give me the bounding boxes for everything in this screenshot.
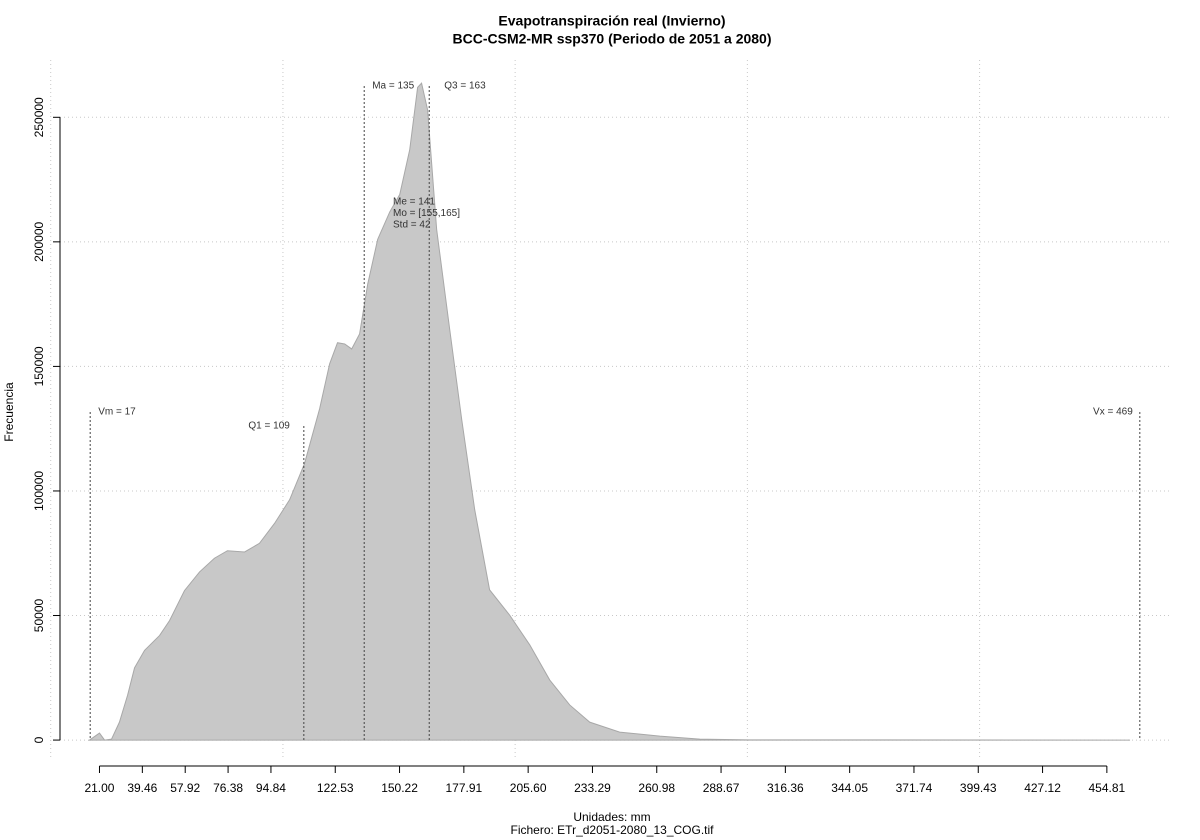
- x-tick-label: 76.38: [213, 781, 243, 795]
- y-tick-label: 150000: [32, 346, 46, 386]
- x-tick-label: 205.60: [510, 781, 547, 795]
- x-tick-label: 316.36: [767, 781, 804, 795]
- stat-label: Mo = [155,165]: [393, 208, 460, 219]
- reference-label: Ma = 135: [372, 81, 414, 92]
- y-axis-title: Frecuencia: [2, 382, 16, 442]
- x-tick-label: 57.92: [170, 781, 200, 795]
- reference-label: Vm = 17: [98, 407, 136, 418]
- stat-label: Me = 141: [393, 197, 435, 208]
- reference-label: Q3 = 163: [444, 81, 486, 92]
- x-axis-title: Unidades: mm: [573, 810, 650, 824]
- x-tick-label: 288.67: [703, 781, 740, 795]
- chart-title: Evapotranspiración real (Invierno): [498, 13, 725, 29]
- x-tick-label: 21.00: [84, 781, 114, 795]
- x-tick-label: 150.22: [381, 781, 418, 795]
- chart-subtitle: BCC-CSM2-MR ssp370 (Periodo de 2051 a 20…: [453, 31, 772, 47]
- x-tick-label: 260.98: [638, 781, 675, 795]
- stat-label: Std = 42: [393, 220, 431, 231]
- x-tick-label: 454.81: [1089, 781, 1126, 795]
- x-tick-label: 399.43: [960, 781, 997, 795]
- x-tick-label: 371.74: [896, 781, 933, 795]
- x-tick-label: 427.12: [1024, 781, 1061, 795]
- caption: Fichero: ETr_d2051-2080_13_COG.tif: [511, 823, 715, 837]
- y-tick-label: 250000: [32, 97, 46, 137]
- y-tick-label: 0: [32, 736, 46, 743]
- x-tick-label: 233.29: [574, 781, 611, 795]
- x-tick-label: 344.05: [831, 781, 868, 795]
- y-tick-label: 50000: [32, 599, 46, 633]
- y-tick-label: 200000: [32, 222, 46, 262]
- x-tick-label: 39.46: [127, 781, 157, 795]
- x-tick-label: 177.91: [445, 781, 482, 795]
- reference-label: Q1 = 109: [248, 421, 290, 432]
- density-area: [87, 82, 1131, 741]
- x-tick-label: 94.84: [256, 781, 286, 795]
- y-tick-label: 100000: [32, 471, 46, 511]
- reference-label: Vx = 469: [1093, 407, 1133, 418]
- x-tick-label: 122.53: [317, 781, 354, 795]
